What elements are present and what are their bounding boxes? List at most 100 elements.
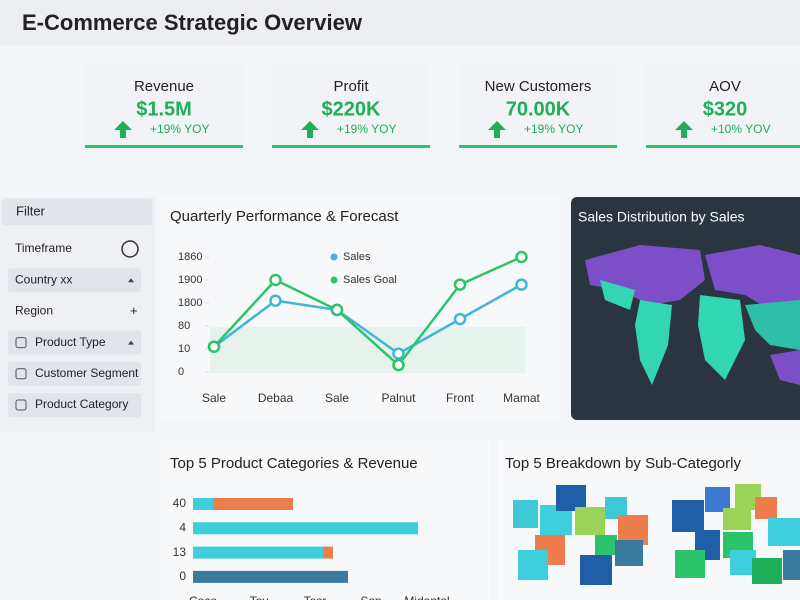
tile <box>723 508 751 530</box>
x-tick-label: Sale <box>325 391 349 405</box>
bar-segment <box>193 498 213 510</box>
up-arrow <box>675 121 693 138</box>
x-tick-label: Midantal <box>404 594 449 600</box>
x-tick-label: Son <box>360 594 381 600</box>
kpi-card <box>646 62 800 148</box>
x-tick-label: Tosr <box>304 594 327 600</box>
y-tick-label: 10 <box>178 343 190 355</box>
filter-panel <box>0 197 155 432</box>
kpi-value: 70.00K <box>506 98 571 120</box>
data-point <box>515 278 528 291</box>
x-tick-label: Mamat <box>503 391 540 405</box>
x-tick-label: Toy <box>250 594 269 600</box>
tile <box>605 497 627 519</box>
treemap <box>513 484 800 585</box>
world-map <box>585 245 800 385</box>
data-point <box>453 278 467 291</box>
kpi-label: Revenue <box>134 78 194 95</box>
series-line <box>213 283 523 356</box>
filter-item[interactable]: Country xx <box>15 272 72 286</box>
map-region <box>705 245 800 310</box>
kpi-change: +10% YOV <box>711 122 770 136</box>
tile <box>580 555 612 585</box>
tile <box>513 500 538 528</box>
y-tick-label: 1900 <box>178 274 202 286</box>
kpi-label: Profit <box>333 78 369 95</box>
data-point <box>392 358 405 372</box>
filter-icon <box>15 399 27 411</box>
filter-item-box[interactable] <box>8 393 141 417</box>
filter-icon <box>15 337 27 349</box>
x-tick-label: Sale <box>202 391 226 405</box>
up-arrow <box>114 121 132 138</box>
chart-panel <box>160 197 560 422</box>
bar-segment <box>193 570 348 583</box>
x-tick-label: Debaa <box>258 391 294 405</box>
map-region <box>745 300 800 350</box>
kpi-change: +19% YOY <box>337 122 396 136</box>
kpi-card <box>272 62 430 148</box>
filter-icon <box>15 368 27 380</box>
data-point <box>269 294 282 307</box>
y-tick-label: 13 <box>173 545 187 559</box>
filter-item[interactable]: Region <box>15 304 53 318</box>
legend-label: Sales <box>343 251 371 263</box>
page-title: E-Commerce Strategic Overview <box>22 10 363 35</box>
kpi-underline <box>646 145 800 148</box>
y-tick-label: 1860 <box>178 251 202 263</box>
y-tick-label: 40 <box>173 496 187 510</box>
bar-segment <box>213 498 293 510</box>
kpi-value: $220K <box>322 98 381 120</box>
tile <box>672 500 704 532</box>
tile <box>730 550 756 575</box>
map-region <box>600 280 635 310</box>
map-region <box>585 245 705 305</box>
legend-dot <box>330 253 338 261</box>
kpi-card <box>459 62 617 148</box>
tile <box>755 497 777 519</box>
bar-title: Top 5 Product Categories & Revenue <box>170 455 418 472</box>
data-point <box>515 250 528 264</box>
data-point <box>207 340 221 353</box>
data-point <box>269 273 282 287</box>
filter-item-box[interactable] <box>8 330 141 355</box>
bar-segment <box>193 546 323 559</box>
tile <box>705 487 730 512</box>
up-arrow <box>301 121 319 138</box>
tile <box>575 507 605 535</box>
filter-item[interactable]: Customer Segment <box>35 366 139 380</box>
tile <box>783 550 800 580</box>
expand-plus: + <box>130 303 138 318</box>
tile <box>615 540 643 566</box>
kpi-value: $1.5M <box>136 98 192 120</box>
y-tick-label: 1800 <box>178 297 202 309</box>
map-title: Sales Distribution by Sales <box>578 209 745 225</box>
kpi-value: $320 <box>703 98 748 120</box>
y-tick-label: 0 <box>179 569 186 583</box>
map-region <box>770 350 800 385</box>
kpi-underline <box>272 145 430 148</box>
tile <box>752 558 782 584</box>
dropdown-caret <box>128 340 134 345</box>
filter-item-box[interactable] <box>8 268 141 293</box>
x-tick-label: Palnut <box>381 391 416 405</box>
kpi-underline <box>459 145 617 148</box>
filter-header <box>2 199 152 225</box>
filter-item[interactable]: Timeframe <box>15 241 72 255</box>
filter-item[interactable]: Product Category <box>35 397 128 411</box>
series-line <box>213 255 523 367</box>
y-tick-label: 4 <box>179 520 186 534</box>
kpi-label: AOV <box>709 78 741 95</box>
data-point <box>330 303 344 317</box>
y-tick-label: 0 <box>178 366 184 378</box>
kpi-underline <box>85 145 243 148</box>
toggle[interactable] <box>121 240 139 258</box>
map-region <box>635 300 672 385</box>
filter-item-box[interactable] <box>8 361 141 386</box>
tile <box>556 485 586 511</box>
goal-band <box>210 327 525 373</box>
kpi-change: +19% YOY <box>524 122 583 136</box>
filter-item[interactable]: Product Type <box>35 335 106 349</box>
